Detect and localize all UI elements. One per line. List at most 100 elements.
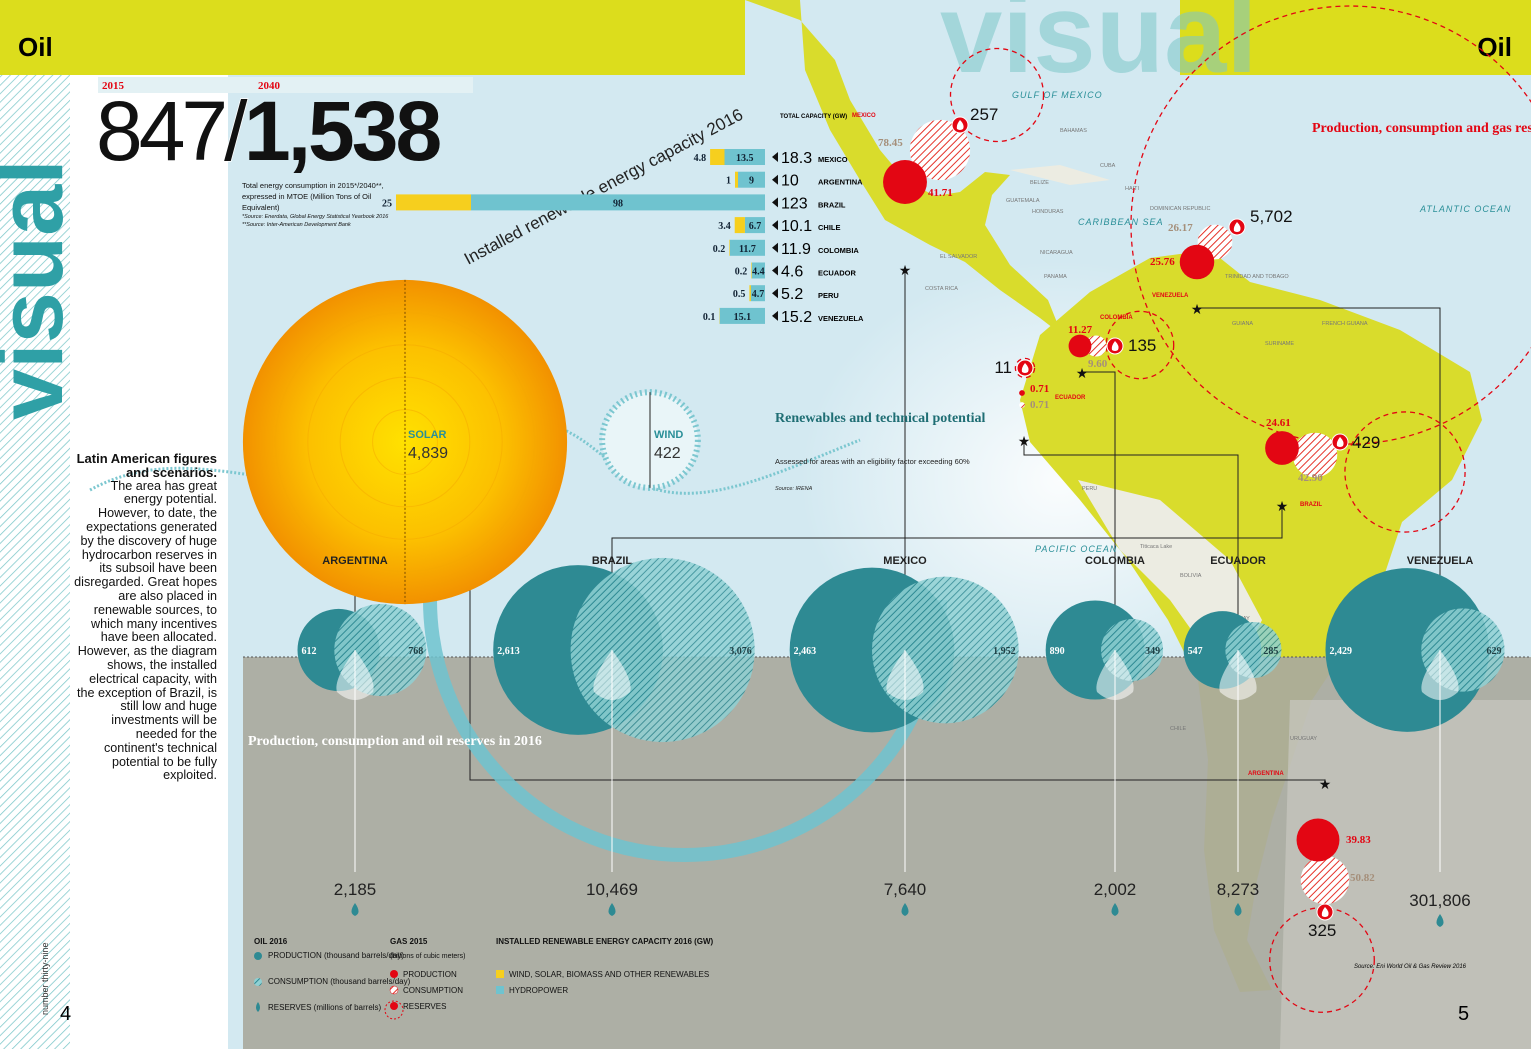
map-label: BOLIVIA bbox=[1180, 573, 1202, 579]
gas-production-value: 24.61 bbox=[1266, 417, 1291, 429]
hydro-bar bbox=[751, 262, 765, 279]
year-bar bbox=[98, 77, 473, 93]
other-value: 25 bbox=[382, 198, 392, 209]
gas-title: Production, consumption and gas reserves… bbox=[1312, 121, 1531, 136]
legend-item: PRODUCTION bbox=[403, 970, 457, 979]
oil-production-value: 2,429 bbox=[1329, 646, 1352, 657]
oil-production-value: 2,463 bbox=[794, 646, 817, 657]
flame-icon bbox=[1321, 907, 1329, 917]
flame-icon bbox=[956, 120, 964, 130]
oil-consumption-value: 3,076 bbox=[729, 646, 752, 657]
gas-production bbox=[883, 160, 927, 204]
map-label: EL SALVADOR bbox=[940, 254, 977, 260]
headline-caption: Total energy consumption in 2015*/2040**… bbox=[242, 180, 407, 229]
hydro-bar bbox=[719, 307, 765, 324]
solar-circle bbox=[242, 279, 568, 605]
solar-value: 4,839 bbox=[408, 445, 448, 462]
oil-consumption-value: 768 bbox=[408, 646, 423, 657]
gas-country: VENEZUELA bbox=[1152, 293, 1189, 299]
potential-source: Source: IRENA bbox=[775, 486, 813, 492]
gas-reserves-value: 5,702 bbox=[1250, 207, 1293, 226]
oil-title: Production, consumption and oil reserves… bbox=[248, 734, 542, 749]
hydro-value: 4.4 bbox=[752, 267, 765, 278]
legend-item: CONSUMPTION (thousand barrels/day) bbox=[268, 977, 411, 986]
flame-icon bbox=[1336, 437, 1344, 447]
total-country: VENEZUELA bbox=[818, 314, 864, 323]
value-2015: 847/ bbox=[96, 84, 248, 178]
map-label: CARIBBEAN SEA bbox=[1078, 217, 1164, 227]
total-country: COLOMBIA bbox=[818, 246, 859, 255]
legend-swatch bbox=[256, 1002, 260, 1012]
map-land bbox=[745, 0, 1062, 335]
gas-consumption-value: 0.71 bbox=[1030, 399, 1049, 411]
oil-reserves-value: 10,469 bbox=[586, 880, 638, 899]
hydro-value: 98 bbox=[613, 198, 623, 209]
wind-label: WIND bbox=[654, 429, 683, 441]
legend-swatch bbox=[384, 1000, 404, 1020]
legend-swatch bbox=[254, 978, 262, 986]
legend-item: RESERVES bbox=[403, 1002, 446, 1011]
other-value: 0.1 bbox=[703, 312, 716, 323]
gas-reserves-value: 257 bbox=[970, 105, 998, 124]
source: Source: Eni World Oil & Gas Review 2016 bbox=[1354, 964, 1467, 970]
value-2040: 1,538 bbox=[244, 84, 440, 178]
potential-title: Renewables and technical potential bbox=[775, 411, 986, 426]
oil-country: MEXICO bbox=[883, 555, 927, 567]
gas-production bbox=[1019, 390, 1025, 396]
solar-label: SOLAR bbox=[408, 429, 447, 441]
legend-item: HYDROPOWER bbox=[509, 986, 568, 995]
total-marker bbox=[772, 242, 778, 253]
watermark: visual bbox=[940, 0, 1258, 96]
map-label: GUIANA bbox=[1232, 321, 1253, 327]
map-label: COSTA RICA bbox=[925, 286, 958, 292]
total-marker bbox=[772, 197, 778, 208]
gas-consumption-value: 50.82 bbox=[1350, 872, 1375, 884]
wind-wave bbox=[89, 421, 861, 495]
map-label: NICARAGUA bbox=[1040, 250, 1073, 256]
reserve-drop bbox=[1111, 903, 1119, 916]
total-value: 18.3 bbox=[781, 150, 812, 167]
total-country: MEXICO bbox=[818, 155, 848, 164]
map-label: GULF OF MEXICO bbox=[1012, 90, 1103, 100]
total-country: PERU bbox=[818, 291, 839, 300]
gas-country: COLOMBIA bbox=[1100, 315, 1133, 321]
other-bar bbox=[749, 285, 751, 302]
hydro-value: 15.1 bbox=[734, 312, 752, 323]
hydro-bar bbox=[724, 149, 765, 165]
other-bar bbox=[710, 149, 725, 165]
legend-swatch bbox=[390, 1002, 398, 1010]
map-label: BAHAMAS bbox=[1060, 128, 1087, 134]
legend-item: RESERVES (millions of barrels) bbox=[268, 1003, 382, 1012]
gas-reserves-area bbox=[949, 47, 1045, 143]
legend-unit: (billions of cubic meters) bbox=[390, 953, 465, 960]
legend-item: CONSUMPTION bbox=[403, 986, 463, 995]
oil-consumption-value: 629 bbox=[1487, 646, 1502, 657]
wind-value: 422 bbox=[654, 445, 681, 462]
gas-country: ECUADOR bbox=[1055, 395, 1086, 401]
connector bbox=[1023, 440, 1239, 650]
map-label: PANAMA bbox=[1044, 274, 1067, 280]
oil-country: VENEZUELA bbox=[1407, 555, 1474, 567]
oil-reserves-value: 301,806 bbox=[1409, 891, 1470, 910]
star: ★ bbox=[1276, 498, 1289, 514]
hydro-value: 13.5 bbox=[736, 153, 754, 164]
total-value: 10.1 bbox=[781, 218, 812, 235]
map-label: PACIFIC OCEAN bbox=[1035, 544, 1117, 554]
brand: Oil bbox=[18, 32, 53, 62]
oil-production-value: 2,613 bbox=[497, 646, 519, 657]
other-value: 4.8 bbox=[694, 153, 707, 164]
gas-consumption-value: 26.17 bbox=[1168, 222, 1193, 234]
oil-country: COLOMBIA bbox=[1085, 555, 1145, 567]
total-value: 123 bbox=[781, 195, 808, 212]
star: ★ bbox=[1319, 776, 1332, 792]
legend-swatch bbox=[496, 986, 504, 994]
gas-reserves-area bbox=[1014, 357, 1036, 379]
gas-reserves-value: 429 bbox=[1352, 433, 1380, 452]
other-bar bbox=[729, 239, 730, 256]
map-island bbox=[1010, 165, 1110, 185]
reserve-drop bbox=[1436, 914, 1444, 927]
map-label: HONDURAS bbox=[1032, 209, 1064, 215]
caption-text: Total energy consumption in 2015*/2040**… bbox=[242, 181, 384, 212]
star: ★ bbox=[1191, 301, 1204, 317]
